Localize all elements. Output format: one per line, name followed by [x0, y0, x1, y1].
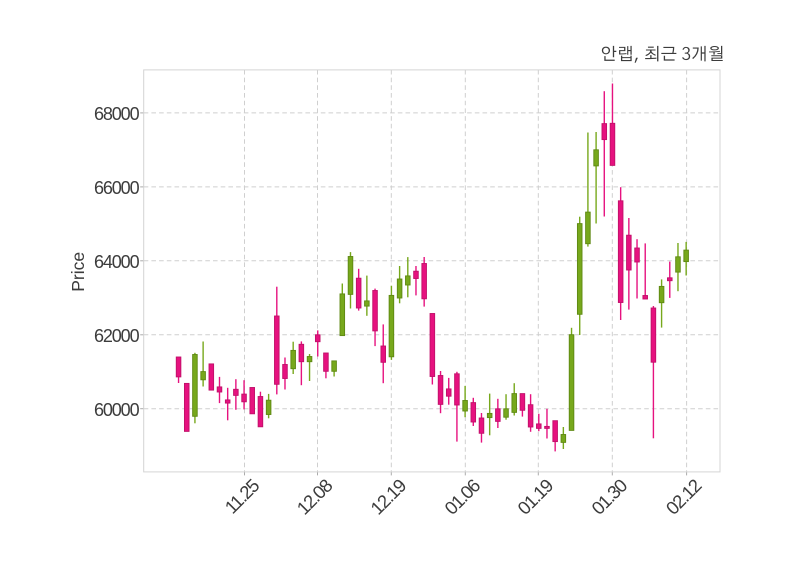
svg-text:Price: Price	[68, 252, 88, 292]
svg-text:62000: 62000	[94, 326, 140, 346]
svg-text:68000: 68000	[94, 104, 140, 124]
svg-text:66000: 66000	[94, 178, 140, 198]
svg-text:60000: 60000	[94, 400, 140, 420]
svg-text:64000: 64000	[94, 252, 140, 272]
